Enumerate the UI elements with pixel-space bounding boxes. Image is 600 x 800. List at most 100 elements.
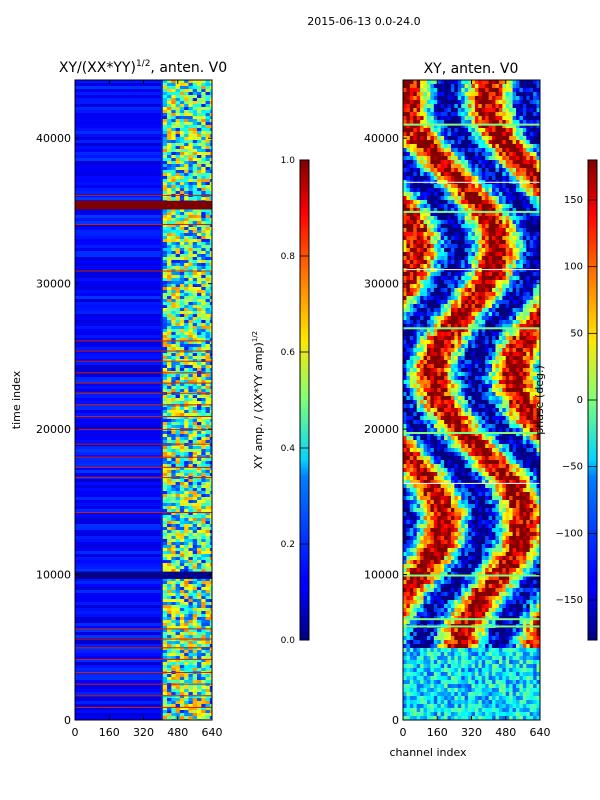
amplitude-cell xyxy=(179,713,185,716)
amplitude-cell xyxy=(188,182,194,185)
amplitude-cell xyxy=(209,464,212,467)
amplitude-cell xyxy=(184,416,189,419)
phase-cell xyxy=(440,104,445,108)
amplitude-cell xyxy=(171,662,177,665)
amplitude-cell xyxy=(167,356,172,359)
phase-cell xyxy=(409,84,414,88)
phase-cell xyxy=(461,124,466,128)
amplitude-cell xyxy=(188,404,194,407)
amplitude-cell xyxy=(205,98,211,101)
amplitude-cell xyxy=(205,149,211,152)
phase-cell xyxy=(529,276,534,280)
amplitude-cell xyxy=(75,668,161,671)
amplitude-cell xyxy=(192,86,198,89)
phase-cell xyxy=(406,136,411,140)
phase-cell xyxy=(481,136,486,140)
amplitude-cell xyxy=(175,689,181,692)
phase-cell xyxy=(461,272,466,276)
phase-cell xyxy=(430,100,435,104)
amplitude-cell xyxy=(192,170,198,173)
phase-cell xyxy=(519,196,524,200)
phase-cell xyxy=(426,156,431,160)
amplitude-cell xyxy=(184,632,189,635)
amplitude-cell xyxy=(75,464,161,467)
amplitude-cell xyxy=(171,407,177,410)
phase-cell xyxy=(519,156,524,160)
amplitude-cell xyxy=(75,302,161,305)
amplitude-cell xyxy=(197,329,202,332)
phase-cell xyxy=(447,152,452,156)
amplitude-cell xyxy=(162,98,168,101)
amplitude-cell xyxy=(201,605,207,608)
amplitude-cell xyxy=(209,302,212,305)
phase-cell xyxy=(519,112,524,116)
amplitude-cell xyxy=(205,233,211,236)
amplitude-cell xyxy=(175,704,181,707)
amplitude-cell xyxy=(188,650,194,653)
amplitude-cell xyxy=(209,176,212,179)
amplitude-cell xyxy=(162,368,168,371)
amplitude-cell xyxy=(167,98,172,101)
amplitude-cell xyxy=(209,404,212,407)
phase-cell xyxy=(533,272,538,276)
phase-cell xyxy=(426,200,431,204)
phase-cell xyxy=(519,288,524,292)
amplitude-cell xyxy=(167,521,172,524)
amplitude-cell xyxy=(162,434,168,437)
phase-cell xyxy=(471,280,476,284)
amplitude-cell xyxy=(184,278,189,281)
amplitude-cell xyxy=(167,335,172,338)
amplitude-cell xyxy=(184,611,189,614)
phase-cell xyxy=(474,120,479,124)
amplitude-cell xyxy=(184,452,189,455)
phase-cell xyxy=(468,216,472,220)
phase-cell xyxy=(471,172,476,176)
amplitude-cell xyxy=(179,704,185,707)
amplitude-cell xyxy=(184,317,189,320)
amplitude-cell xyxy=(205,491,211,494)
phase-cell xyxy=(485,80,490,84)
phase-cell xyxy=(512,212,517,216)
amplitude-cell xyxy=(184,341,189,344)
amplitude-cell xyxy=(179,548,185,551)
amplitude-cell xyxy=(201,389,207,392)
phase-cell xyxy=(468,104,472,108)
phase-cell xyxy=(454,204,459,208)
amplitude-cell xyxy=(201,449,207,452)
amplitude-cell xyxy=(209,257,212,260)
amplitude-cell xyxy=(205,269,211,272)
phase-cell xyxy=(474,100,479,104)
phase-cell xyxy=(474,212,479,216)
amplitude-cell xyxy=(197,488,202,491)
phase-cell xyxy=(406,276,411,280)
amplitude-cell xyxy=(188,107,194,110)
phase-cell xyxy=(509,168,514,172)
phase-cell xyxy=(516,152,520,156)
phase-cell xyxy=(420,176,425,180)
amplitude-cell xyxy=(205,506,211,509)
phase-cell xyxy=(430,196,435,200)
phase-cell xyxy=(468,264,472,268)
amplitude-cell xyxy=(197,599,202,602)
phase-cell xyxy=(502,156,507,160)
amplitude-cell xyxy=(162,677,168,680)
phase-cell xyxy=(413,140,418,144)
amplitude-cell xyxy=(75,128,161,131)
amplitude-cell xyxy=(75,323,161,326)
amplitude-cell xyxy=(188,326,194,329)
amplitude-cell xyxy=(201,524,207,527)
phase-cell xyxy=(403,220,407,224)
phase-cell xyxy=(454,244,459,248)
amplitude-cell xyxy=(188,284,194,287)
amplitude-cell xyxy=(192,356,198,359)
phase-cell xyxy=(406,140,411,144)
phase-cell xyxy=(457,248,462,252)
amplitude-cell xyxy=(179,83,185,86)
amplitude-cell xyxy=(162,608,168,611)
phase-cell xyxy=(437,260,442,264)
amplitude-cell xyxy=(171,326,177,329)
amplitude-cell xyxy=(171,692,177,695)
amplitude-cell xyxy=(192,314,198,317)
phase-cell xyxy=(444,236,449,240)
phase-cell xyxy=(533,232,538,236)
